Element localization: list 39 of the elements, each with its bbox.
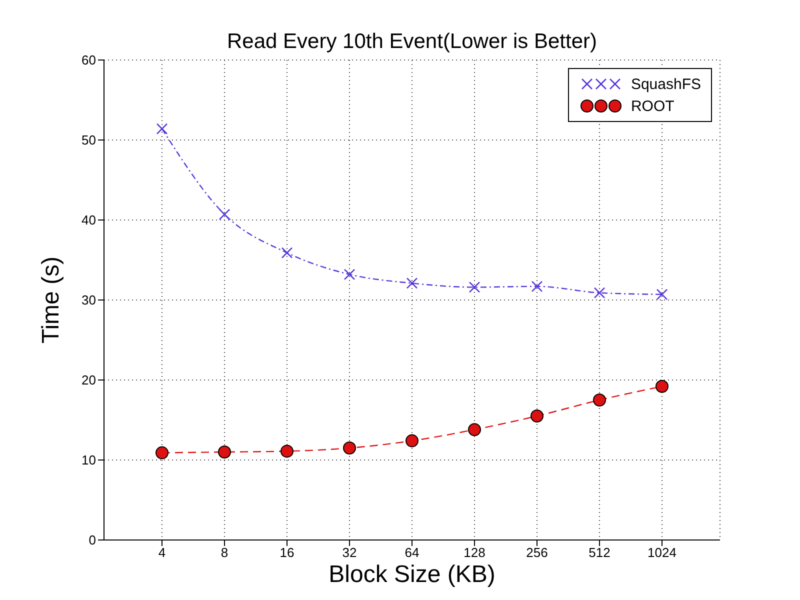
y-tick-label: 50 [82, 132, 96, 148]
point [530, 410, 544, 422]
x-tick-label: 8 [220, 545, 228, 560]
y-tick-label: 10 [82, 452, 96, 468]
point [468, 282, 480, 293]
point [344, 268, 356, 280]
y-tick-label: 30 [82, 292, 96, 308]
x-tick-label: 1024 [648, 545, 676, 560]
y-tick-label: 20 [82, 372, 96, 388]
x-tick-label: 32 [342, 545, 357, 560]
point [468, 423, 481, 436]
point [343, 442, 356, 454]
x-tick-label: 16 [280, 545, 294, 560]
point [531, 280, 543, 292]
x-tick-label: 256 [526, 545, 548, 560]
point [593, 394, 606, 406]
legend-label: SquashFS [630, 76, 701, 92]
chart-title: Read Every 10th Event(Lower is Better) [226, 30, 598, 54]
point [656, 288, 668, 300]
legend-label: ROOT [630, 98, 674, 114]
point [406, 278, 418, 289]
point [656, 380, 668, 393]
point [156, 446, 168, 460]
y-tick-label: 60 [82, 52, 96, 68]
point [218, 446, 231, 458]
point [280, 444, 294, 458]
x-tick-label: 512 [588, 545, 610, 560]
x-tick-label: 64 [404, 545, 420, 560]
y-tick-label: 0 [88, 532, 96, 548]
point [406, 434, 418, 448]
x-axis-title: Block Size (KB) [328, 561, 496, 588]
x-tick-label: 4 [158, 545, 166, 560]
y-axis-title: Time (s) [38, 256, 65, 344]
point [218, 208, 230, 220]
x-tick-label: 128 [464, 545, 486, 560]
point [156, 123, 168, 134]
point [281, 247, 293, 258]
y-tick-label: 40 [82, 212, 96, 228]
point [594, 287, 606, 298]
